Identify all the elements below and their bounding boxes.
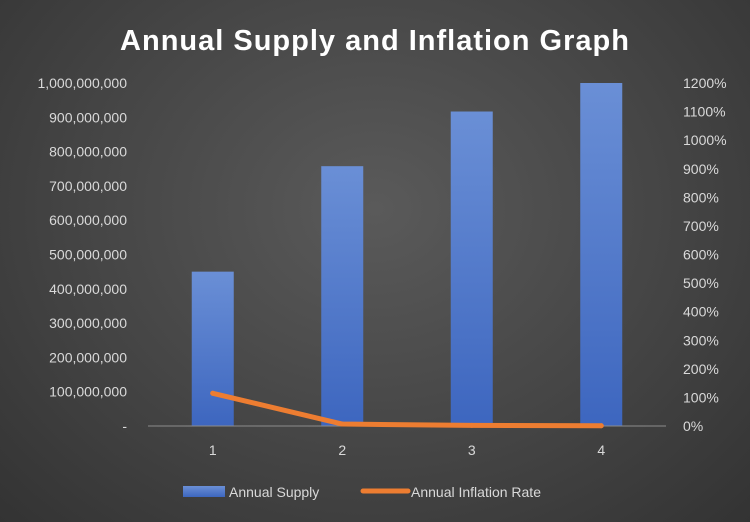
line-annual-inflation-rate bbox=[210, 390, 604, 429]
x-tick: 4 bbox=[597, 442, 605, 458]
y-tick-right: 300% bbox=[683, 332, 719, 348]
x-tick: 1 bbox=[209, 442, 217, 458]
legend-swatch-annual-supply bbox=[183, 486, 225, 497]
y-tick-right: 600% bbox=[683, 247, 719, 263]
y-tick-right: 1100% bbox=[683, 104, 726, 120]
point-annual-inflation-rate bbox=[598, 423, 604, 429]
y-tick-left: - bbox=[122, 418, 127, 434]
y-tick-right: 500% bbox=[683, 275, 719, 291]
y-tick-left: 600,000,000 bbox=[49, 212, 127, 228]
y-tick-left: 700,000,000 bbox=[49, 178, 127, 194]
y-tick-right: 900% bbox=[683, 161, 719, 177]
y-tick-left: 800,000,000 bbox=[49, 144, 127, 160]
y-tick-right: 0% bbox=[683, 418, 703, 434]
y-tick-left: 1,000,000,000 bbox=[37, 75, 127, 91]
y-tick-left: 300,000,000 bbox=[49, 315, 127, 331]
bar-annual-supply bbox=[191, 271, 234, 426]
y-tick-left: 500,000,000 bbox=[49, 247, 127, 263]
y-tick-left: 400,000,000 bbox=[49, 281, 127, 297]
y-tick-right: 700% bbox=[683, 218, 719, 234]
x-tick: 2 bbox=[338, 442, 346, 458]
y-tick-right: 1200% bbox=[683, 75, 727, 91]
y-tick-right: 800% bbox=[683, 189, 719, 205]
legend-label-annual-supply: Annual Supply bbox=[229, 484, 319, 500]
y-tick-left: 200,000,000 bbox=[49, 349, 127, 365]
legend: Annual Supply Annual Inflation Rate bbox=[183, 484, 541, 500]
bar-annual-supply bbox=[321, 166, 364, 427]
point-annual-inflation-rate bbox=[339, 421, 345, 427]
y-tick-left: 900,000,000 bbox=[49, 109, 127, 125]
point-annual-inflation-rate bbox=[210, 390, 216, 396]
y-tick-right: 1000% bbox=[683, 132, 727, 148]
bar-annual-supply bbox=[450, 111, 493, 426]
bar-annual-supply bbox=[580, 83, 623, 426]
y-tick-right: 400% bbox=[683, 304, 719, 320]
y-tick-right: 100% bbox=[683, 389, 719, 405]
legend-label-annual-inflation-rate: Annual Inflation Rate bbox=[411, 484, 541, 500]
x-tick: 3 bbox=[468, 442, 476, 458]
y-tick-left: 100,000,000 bbox=[49, 384, 127, 400]
chart-title: Annual Supply and Inflation Graph bbox=[120, 25, 630, 57]
point-annual-inflation-rate bbox=[469, 422, 475, 428]
y-tick-right: 200% bbox=[683, 361, 719, 377]
